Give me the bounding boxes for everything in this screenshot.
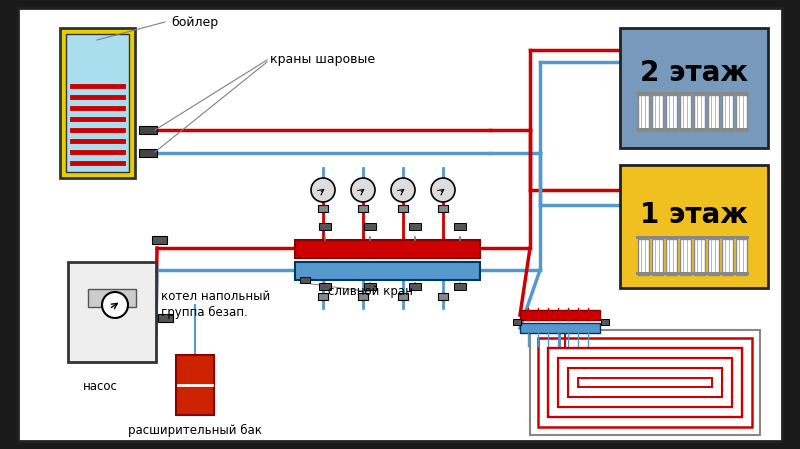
Bar	[694, 239, 705, 275]
Bar	[652, 95, 663, 131]
Bar	[708, 95, 719, 131]
Bar	[158, 314, 173, 322]
Bar	[620, 165, 768, 288]
Circle shape	[351, 178, 375, 202]
Circle shape	[391, 178, 415, 202]
Bar	[295, 240, 480, 258]
Circle shape	[431, 178, 455, 202]
Bar	[736, 95, 747, 131]
Text: котел напольный: котел напольный	[161, 291, 270, 304]
Bar	[152, 236, 167, 244]
Bar	[88, 289, 136, 307]
Bar	[620, 28, 768, 148]
Text: бойлер: бойлер	[171, 15, 218, 29]
Bar	[568, 368, 722, 397]
Bar	[364, 283, 376, 290]
Bar	[319, 283, 331, 290]
Circle shape	[102, 292, 128, 318]
Bar	[666, 239, 677, 275]
Bar	[60, 28, 135, 178]
Bar	[636, 128, 749, 131]
Bar	[513, 319, 521, 325]
Bar	[398, 205, 408, 212]
Bar	[722, 239, 733, 275]
Bar	[139, 149, 157, 157]
Bar	[438, 293, 448, 300]
Bar	[300, 277, 310, 283]
Bar	[666, 95, 677, 131]
Bar	[66, 34, 129, 172]
Text: группа безап.: группа безап.	[161, 305, 248, 318]
Circle shape	[311, 178, 335, 202]
Bar	[636, 236, 749, 239]
Bar	[680, 239, 691, 275]
Bar	[454, 223, 466, 230]
Bar	[318, 293, 328, 300]
Bar	[409, 223, 421, 230]
Bar	[520, 310, 600, 320]
Bar	[538, 338, 752, 427]
Bar	[694, 95, 705, 131]
Bar	[722, 95, 733, 131]
Bar	[438, 205, 448, 212]
Bar	[139, 126, 157, 134]
Bar	[68, 262, 156, 362]
Text: насос: насос	[82, 380, 118, 393]
Text: краны шаровые: краны шаровые	[270, 53, 375, 66]
Bar	[708, 239, 719, 275]
Text: сливной кран: сливной кран	[327, 286, 413, 299]
Bar	[398, 293, 408, 300]
Bar	[295, 262, 480, 280]
Bar	[319, 223, 331, 230]
Bar	[358, 293, 368, 300]
Bar	[578, 378, 712, 387]
Bar	[680, 95, 691, 131]
Bar	[601, 319, 609, 325]
Bar	[638, 95, 649, 131]
Bar	[520, 323, 600, 333]
Bar	[736, 239, 747, 275]
Bar	[176, 355, 214, 415]
Bar	[318, 205, 328, 212]
Bar	[636, 92, 749, 95]
Bar	[364, 223, 376, 230]
Bar	[409, 283, 421, 290]
Bar	[652, 239, 663, 275]
Text: расширительный бак: расширительный бак	[128, 423, 262, 436]
Bar	[530, 330, 760, 435]
Bar	[358, 205, 368, 212]
Bar	[548, 348, 742, 417]
Bar	[454, 283, 466, 290]
Bar	[636, 272, 749, 275]
Text: 2 этаж: 2 этаж	[640, 59, 748, 87]
Bar	[558, 358, 732, 407]
Bar	[638, 239, 649, 275]
Text: 1 этаж: 1 этаж	[640, 201, 748, 229]
